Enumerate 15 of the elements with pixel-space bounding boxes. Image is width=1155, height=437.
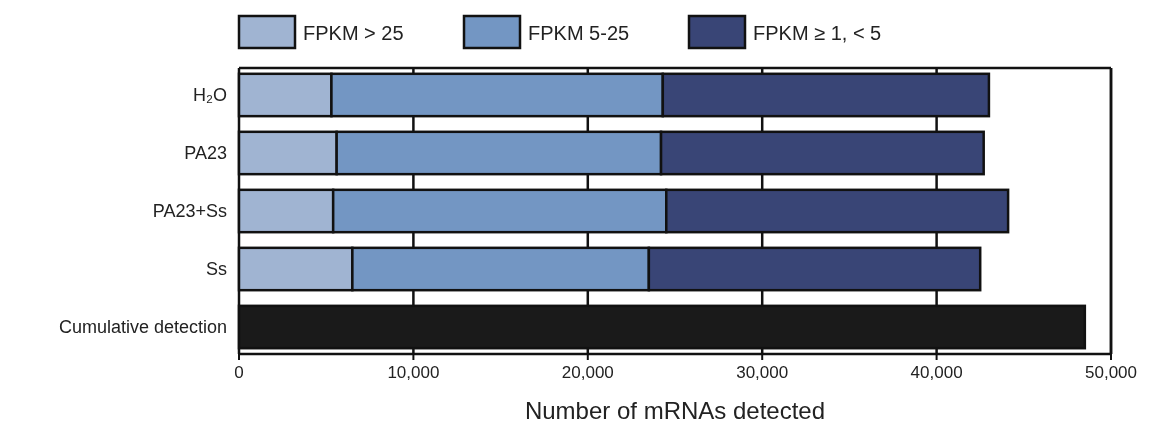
- x-tick-label: 10,000: [387, 363, 440, 382]
- y-tick-label: Ss: [205, 259, 227, 280]
- y-tick-label: Cumulative detection: [58, 317, 227, 338]
- y-tick-label: PA23+Ss: [152, 201, 227, 221]
- x-tick-label: 50,000: [1085, 363, 1137, 382]
- x-tick-label: 0: [234, 363, 244, 382]
- x-tick-label: 40,000: [910, 363, 963, 382]
- legend-label: FPKM > 25: [303, 22, 404, 44]
- x-tick-label: 30,000: [736, 363, 789, 382]
- x-axis-title: Number of mRNAs detected: [524, 397, 826, 424]
- y-tick-label: H₂O: [193, 84, 227, 105]
- y-tick-label: PA23: [184, 142, 227, 163]
- legend-label: FPKM 5-25: [528, 22, 630, 44]
- legend-label: FPKM ≥ 1, < 5: [753, 22, 882, 44]
- x-tick-label: 20,000: [561, 363, 614, 382]
